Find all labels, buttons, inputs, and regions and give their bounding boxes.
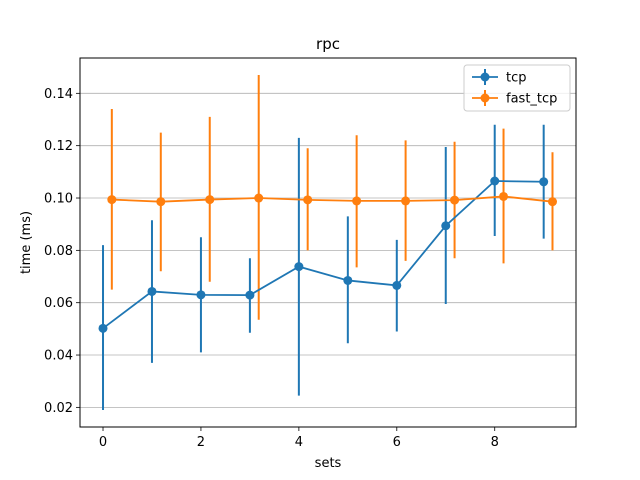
y-tick-label: 0.04 xyxy=(44,349,73,364)
tcp-point xyxy=(539,177,549,187)
fast_tcp-point xyxy=(205,195,215,205)
gridlines xyxy=(80,92,576,408)
y-tick-label: 0.08 xyxy=(44,244,73,259)
x-tick-label: 6 xyxy=(393,435,401,450)
y-axis-label: time (ms) xyxy=(19,211,34,274)
tcp-point xyxy=(294,262,304,272)
x-tick-label: 8 xyxy=(491,435,499,450)
legend-tcp-label: tcp xyxy=(506,71,527,86)
fast_tcp-point xyxy=(547,197,557,207)
plot-frame xyxy=(79,57,577,428)
x-tick-label: 4 xyxy=(295,435,303,450)
legend-fast_tcp-marker xyxy=(480,93,490,103)
fast_tcp-point xyxy=(401,196,411,206)
fast_tcp-point xyxy=(303,195,313,205)
fast_tcp-point xyxy=(156,197,166,207)
tcp-point xyxy=(343,275,353,285)
legend: tcp fast_tcp xyxy=(463,64,571,112)
y-tick-label: 0.14 xyxy=(44,87,73,102)
fast_tcp-line xyxy=(111,195,553,203)
y-tick-label: 0.02 xyxy=(44,401,73,416)
fast_tcp-point xyxy=(254,193,264,203)
legend-tcp-marker xyxy=(480,72,490,82)
tcp-point xyxy=(196,290,206,300)
chart-title: rpc xyxy=(316,35,340,53)
fast_tcp-point xyxy=(450,195,460,205)
data-points xyxy=(98,176,557,333)
x-tick-label: 0 xyxy=(99,435,107,450)
x-axis-label: sets xyxy=(315,456,342,471)
series-lines xyxy=(102,180,553,330)
fast_tcp-point xyxy=(499,191,509,201)
y-tick-label: 0.10 xyxy=(44,192,73,207)
fast_tcp-point xyxy=(107,195,117,205)
legend-fast_tcp-label: fast_tcp xyxy=(506,92,557,107)
tcp-point xyxy=(392,280,402,290)
tcp-point xyxy=(441,221,451,231)
axis-ticks: 0.02 0.04 0.06 0.08 0.10 0.12 0.14 0 2 4 6 8 xyxy=(44,87,499,450)
tcp-line xyxy=(102,180,544,330)
error-bars xyxy=(102,75,554,410)
tcp-point xyxy=(245,290,255,300)
tcp-point xyxy=(490,176,500,186)
y-tick-label: 0.12 xyxy=(44,139,73,154)
x-tick-label: 2 xyxy=(197,435,205,450)
tcp-point xyxy=(147,286,157,296)
tcp-point xyxy=(98,323,108,333)
fast_tcp-point xyxy=(352,196,362,206)
y-tick-label: 0.06 xyxy=(44,296,73,311)
